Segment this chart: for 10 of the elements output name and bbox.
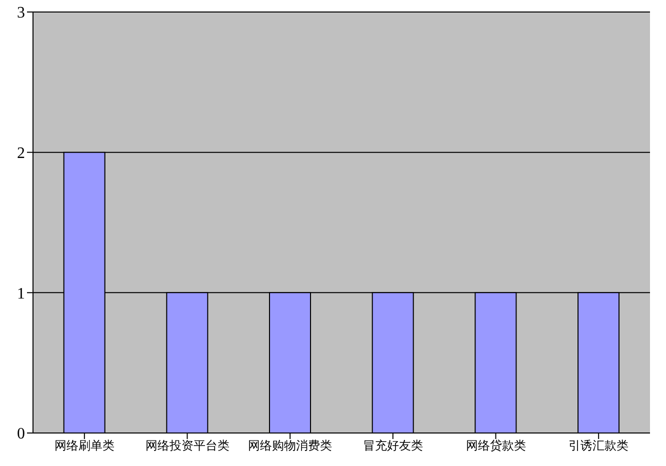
x-tick-label: 网络投资平台类	[145, 438, 230, 453]
y-tick-label: 2	[17, 145, 25, 162]
x-tick-label: 引诱汇款类	[568, 438, 629, 453]
x-tick-label: 网络购物消费类	[248, 438, 332, 453]
x-tick-label: 冒充好友类	[362, 438, 423, 453]
y-tick-label: 1	[17, 285, 25, 302]
y-tick-label: 0	[17, 426, 25, 443]
x-tick-label: 网络贷款类	[466, 438, 526, 453]
x-tick-label: 网络刷单类	[54, 438, 114, 453]
y-tick-label: 3	[17, 4, 25, 22]
